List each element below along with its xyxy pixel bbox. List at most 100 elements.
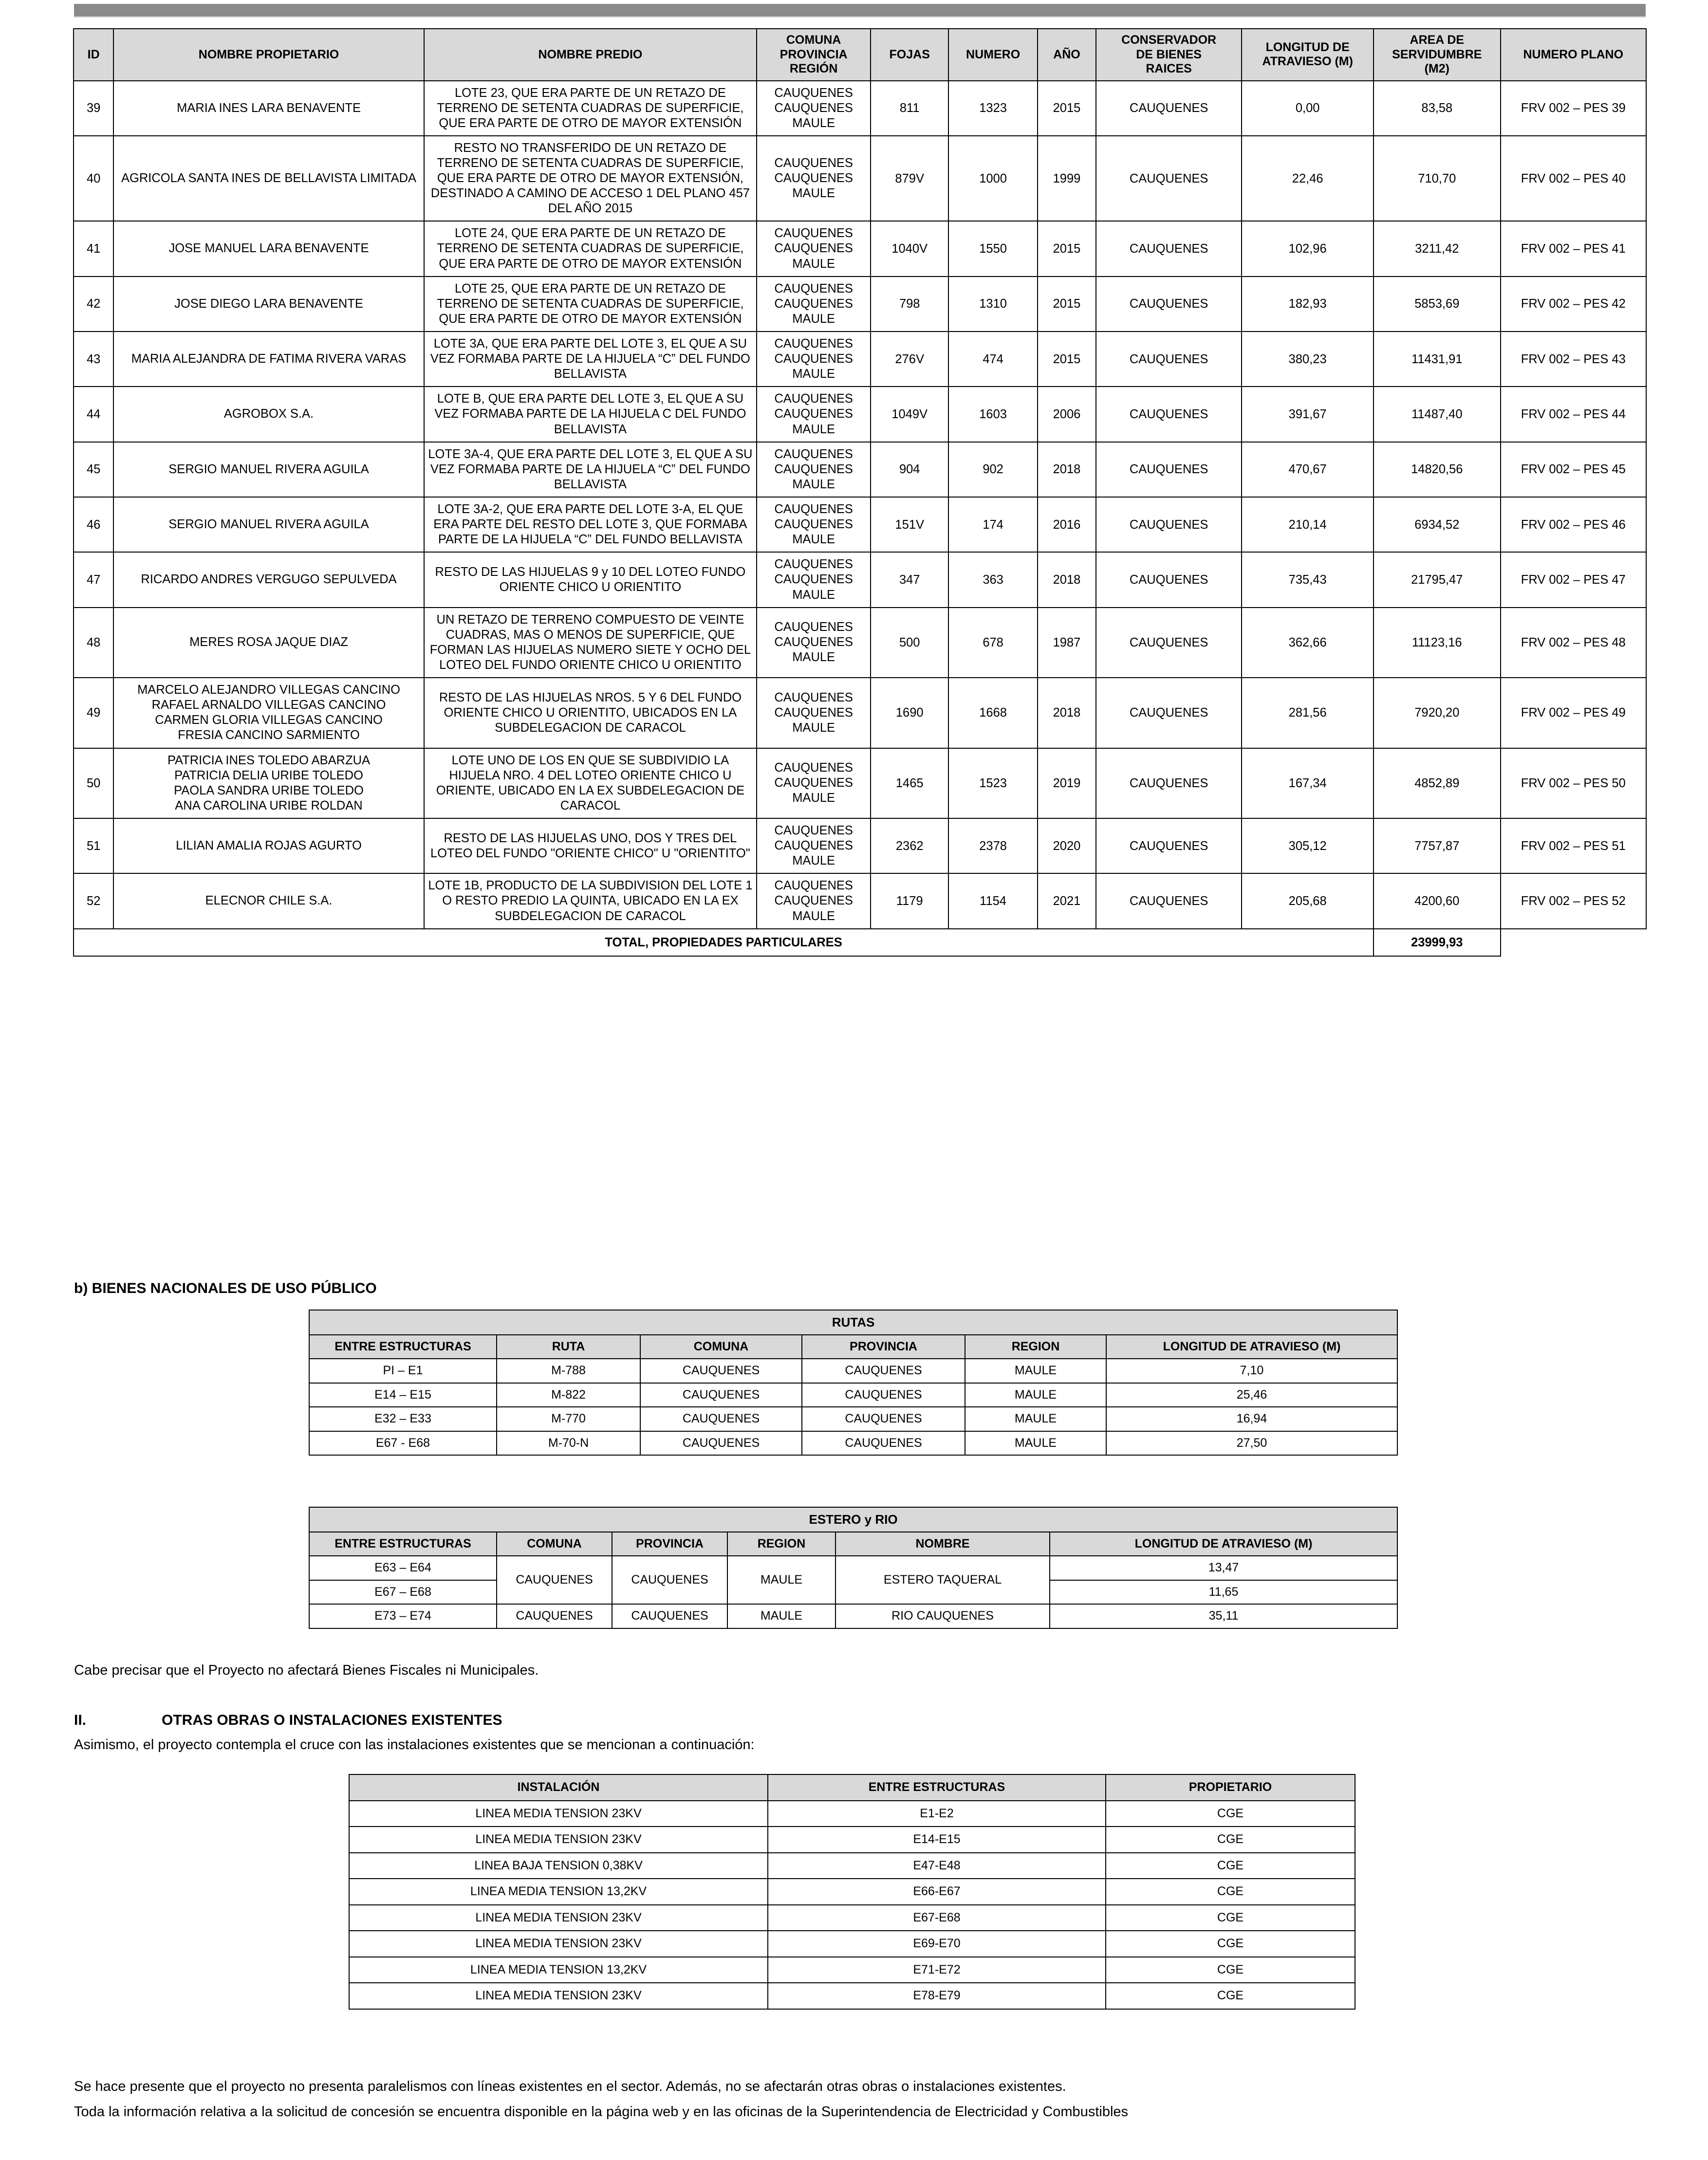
cell-area: 11431,91 (1373, 331, 1501, 388)
col-header-longitud: LONGITUD DE ATRAVIESO (M) (1241, 28, 1374, 81)
cell-plano: FRV 002 – PES 45 (1500, 441, 1647, 498)
table-row: 44 AGROBOX S.A. LOTE B, QUE ERA PARTE DEL … (73, 386, 1647, 443)
cell-predio: LOTE 3A, QUE ERA PARTE DEL LOTE 3, EL QU… (423, 331, 758, 388)
cell-plano: FRV 002 – PES 50 (1500, 747, 1647, 819)
cell-propietario: SERGIO MANUEL RIVERA AGUILA (113, 441, 425, 498)
rutas-table-container: RUTAS ENTRE ESTRUCTURAS RUTA COMUNA PROV… (308, 1310, 1398, 1456)
cell-plano: FRV 002 – PES 44 (1500, 386, 1647, 443)
cell-id: 44 (73, 386, 114, 443)
cell-predio: LOTE B, QUE ERA PARTE DEL LOTE 3, EL QUE… (423, 386, 758, 443)
cell-conservador: CAUQUENES (1095, 552, 1243, 608)
cell-fojas: 811 (870, 80, 949, 136)
cell-anio: 2015 (1037, 331, 1096, 388)
total-label: TOTAL, PROPIEDADES PARTICULARES (73, 928, 1374, 957)
cell-longitud: 210,14 (1241, 497, 1374, 553)
col-header-conservador-line1: CONSERVADOR (1121, 33, 1217, 47)
cell-propietario: MARIA ALEJANDRA DE FATIMA RIVERA VARAS (113, 331, 425, 388)
cell-longitud: 167,34 (1241, 747, 1374, 819)
cell-propietario: JOSE DIEGO LARA BENAVENTE (113, 276, 425, 332)
table-row: E32 – E33 M-770 CAUQUENES CAUQUENES MAULE 16,… (309, 1406, 1398, 1432)
estero-col-region: REGION (727, 1531, 836, 1557)
inst-entre-estructuras: E1-E2 (767, 1800, 1106, 1827)
section-ii-number: II. (74, 1712, 87, 1728)
cell-id: 48 (73, 607, 114, 679)
cell-fojas: 151V (870, 497, 949, 553)
cell-numero: 1323 (948, 80, 1038, 136)
cell-numero: 1154 (948, 873, 1038, 929)
estero-entre-estructuras: E67 – E68 (309, 1579, 497, 1605)
inst-propietario: CGE (1105, 1826, 1355, 1853)
col-header-area-line2: SERVIDUMBRE (1392, 47, 1482, 61)
estero-provincia: CAUQUENES (612, 1555, 728, 1605)
cell-propietario: AGRICOLA SANTA INES DE BELLAVISTA LIMITA… (113, 135, 425, 222)
rutas-longitud: 7,10 (1105, 1358, 1398, 1384)
cell-plano: FRV 002 – PES 40 (1500, 135, 1647, 222)
estero-nombre: RIO CAUQUENES (835, 1604, 1050, 1629)
cell-fojas: 1465 (870, 747, 949, 819)
cell-predio: RESTO DE LAS HIJUELAS NROS. 5 Y 6 DEL FU… (423, 677, 758, 749)
col-header-area-line1: AREA DE (1410, 33, 1465, 47)
inst-entre-estructuras: E67-E68 (767, 1904, 1106, 1931)
cell-anio: 2015 (1037, 80, 1096, 136)
cell-comuna: CAUQUENES CAUQUENES MAULE (756, 607, 872, 679)
table-row: E63 – E64 CAUQUENES CAUQUENES MAULE ESTE… (309, 1555, 1398, 1605)
cell-anio: 2015 (1037, 276, 1096, 332)
cell-predio: UN RETAZO DE TERRENO COMPUESTO DE VEINTE… (423, 607, 758, 679)
instalaciones-header-row: INSTALACIÓN ENTRE ESTRUCTURAS PROPIETARI… (349, 1774, 1355, 1801)
estero-col-nombre: NOMBRE (835, 1531, 1050, 1557)
cell-predio: RESTO NO TRANSFERIDO DE UN RETAZO DE TER… (423, 135, 758, 222)
estero-region: MAULE (727, 1604, 836, 1629)
instalaciones-table-container: INSTALACIÓN ENTRE ESTRUCTURAS PROPIETARI… (349, 1774, 1355, 2010)
rutas-col-region: REGION (965, 1334, 1107, 1360)
rutas-entre-estructuras: PI – E1 (309, 1358, 497, 1384)
inst-propietario: CGE (1105, 1956, 1355, 1983)
estero-table-container: ESTERO y RIO ENTRE ESTRUCTURAS COMUNA PR… (308, 1507, 1398, 1629)
cell-id: 46 (73, 497, 114, 553)
cell-propietario: ELECNOR CHILE S.A. (113, 873, 425, 929)
cell-numero: 1550 (948, 221, 1038, 277)
cell-anio: 1999 (1037, 135, 1096, 222)
table-row: LINEA MEDIA TENSION 23KV E78-E79 CGE (349, 1982, 1355, 2010)
table-row: E67 – E68 11,65 (309, 1579, 1398, 1605)
cell-area: 7757,87 (1373, 817, 1501, 874)
rutas-longitud: 27,50 (1105, 1430, 1398, 1456)
section-b-heading: b) BIENES NACIONALES DE USO PÚBLICO (74, 1280, 377, 1296)
cell-numero: 1668 (948, 677, 1038, 749)
cell-anio: 2020 (1037, 817, 1096, 874)
col-header-propietario: NOMBRE PROPIETARIO (113, 28, 425, 81)
col-header-conservador-line3: RAICES (1146, 62, 1192, 75)
cell-fojas: 1040V (870, 221, 949, 277)
cell-area: 4852,89 (1373, 747, 1501, 819)
cell-longitud: 470,67 (1241, 441, 1374, 498)
note-bienes-fiscales: Cabe precisar que el Proyecto no afectar… (74, 1662, 539, 1678)
estero-col-provincia: PROVINCIA (612, 1531, 728, 1557)
inst-propietario: CGE (1105, 1930, 1355, 1957)
rutas-header-row: ENTRE ESTRUCTURAS RUTA COMUNA PROVINCIA … (309, 1334, 1398, 1360)
inst-col-entre-estructuras: ENTRE ESTRUCTURAS (767, 1774, 1106, 1801)
rutas-comuna: CAUQUENES (640, 1382, 802, 1408)
table-row: LINEA MEDIA TENSION 13,2KV E71-E72 CGE (349, 1956, 1355, 1983)
cell-fojas: 904 (870, 441, 949, 498)
cell-plano: FRV 002 – PES 52 (1500, 873, 1647, 929)
estero-col-longitud: LONGITUD DE ATRAVIESO (M) (1049, 1531, 1398, 1557)
table-row: 39 MARIA INES LARA BENAVENTE LOTE 23, QUE … (73, 80, 1647, 136)
cell-fojas: 879V (870, 135, 949, 222)
cell-numero: 1000 (948, 135, 1038, 222)
inst-col-instalacion: INSTALACIÓN (349, 1774, 768, 1801)
inst-instalacion: LINEA BAJA TENSION 0,38KV (349, 1852, 768, 1879)
rutas-region: MAULE (965, 1430, 1107, 1456)
cell-propietario: MARCELO ALEJANDRO VILLEGAS CANCINO RAFAEL… (113, 677, 425, 749)
cell-fojas: 1690 (870, 677, 949, 749)
cell-predio: LOTE 3A-4, QUE ERA PARTE DEL LOTE 3, EL … (423, 441, 758, 498)
cell-predio: RESTO DE LAS HIJUELAS UNO, DOS Y TRES DE… (423, 817, 758, 874)
cell-anio: 2018 (1037, 677, 1096, 749)
inst-instalacion: LINEA MEDIA TENSION 23KV (349, 1930, 768, 1957)
inst-instalacion: LINEA MEDIA TENSION 23KV (349, 1826, 768, 1853)
table-row: E67 - E68 M-70-N CAUQUENES CAUQUENES MAULE 27… (309, 1430, 1398, 1456)
cell-area: 83,58 (1373, 80, 1501, 136)
cell-plano: FRV 002 – PES 51 (1500, 817, 1647, 874)
estero-col-entre-estructuras: ENTRE ESTRUCTURAS (309, 1531, 497, 1557)
inst-instalacion: LINEA MEDIA TENSION 13,2KV (349, 1878, 768, 1905)
cell-longitud: 391,67 (1241, 386, 1374, 443)
cell-id: 39 (73, 80, 114, 136)
